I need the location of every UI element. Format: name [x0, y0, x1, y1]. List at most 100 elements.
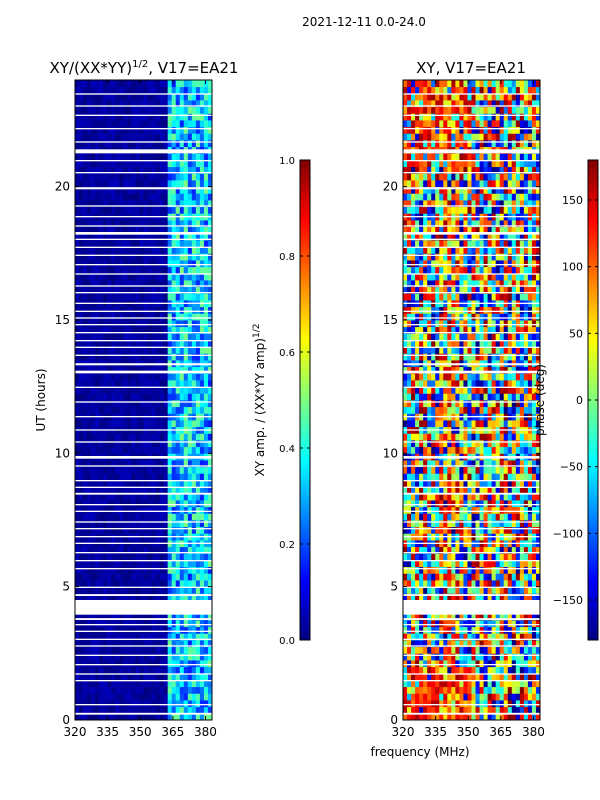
heatmap-cell: [191, 353, 197, 361]
heatmap-cell: [487, 586, 493, 594]
heatmap-cell: [187, 480, 193, 488]
heatmap-cell: [103, 446, 108, 454]
heatmap-cell: [531, 560, 537, 568]
heatmap-cell: [479, 626, 484, 634]
heatmap-cell: [179, 293, 185, 301]
heatmap-cell: [155, 386, 161, 394]
heatmap-cell: [183, 480, 189, 488]
heatmap-cell: [115, 666, 120, 674]
heatmap-cell: [171, 520, 177, 528]
heatmap-cell: [527, 666, 533, 674]
heatmap-cell: [123, 253, 128, 261]
heatmap-cell: [171, 626, 177, 634]
heatmap-cell: [451, 420, 456, 428]
heatmap-cell: [79, 180, 84, 188]
heatmap-cell: [419, 433, 424, 441]
heatmap-cell: [167, 480, 173, 488]
heatmap-cell: [99, 433, 104, 441]
heatmap-cell: [91, 640, 96, 648]
heatmap-cell: [167, 306, 173, 314]
heatmap-cell: [471, 700, 476, 708]
heatmap-cell: [431, 586, 436, 594]
heatmap-cell: [419, 500, 424, 508]
heatmap-cell: [151, 706, 156, 714]
heatmap-cell: [179, 713, 185, 721]
heatmap-cell: [175, 480, 181, 488]
heatmap-cell: [183, 326, 189, 334]
heatmap-cell: [111, 226, 116, 234]
heatmap-cell: [195, 333, 201, 341]
heatmap-cell: [171, 633, 177, 641]
heatmap-cell: [515, 526, 521, 534]
heatmap-cell: [511, 613, 517, 621]
heatmap-cell: [183, 653, 189, 661]
heatmap-cell: [463, 506, 468, 514]
heatmap-cell: [515, 480, 521, 488]
heatmap-cell: [127, 700, 132, 708]
data-gap: [75, 246, 212, 248]
heatmap-cell: [499, 506, 505, 514]
heatmap-cell: [187, 200, 193, 208]
heatmap-cell: [407, 673, 412, 681]
heatmap-cell: [147, 660, 152, 668]
heatmap-cell: [203, 693, 209, 701]
heatmap-cell: [203, 173, 209, 181]
heatmap-cell: [155, 580, 161, 588]
heatmap-cell: [155, 233, 161, 241]
heatmap-cell: [495, 513, 501, 521]
heatmap-cell: [495, 586, 501, 594]
heatmap-cell: [99, 246, 104, 254]
heatmap-cell: [127, 140, 132, 148]
heatmap-cell: [495, 713, 501, 721]
heatmap-cell: [431, 693, 436, 701]
heatmap-cell: [143, 433, 148, 441]
heatmap-cell: [75, 366, 80, 374]
heatmap-cell: [503, 466, 509, 474]
heatmap-cell: [119, 646, 124, 654]
heatmap-cell: [415, 513, 420, 521]
heatmap-cell: [179, 173, 185, 181]
heatmap-cell: [107, 420, 112, 428]
heatmap-cell: [403, 680, 408, 688]
heatmap-cell: [431, 420, 436, 428]
heatmap-cell: [471, 500, 476, 508]
heatmap-cell: [175, 160, 181, 168]
heatmap-cell: [155, 340, 161, 348]
heatmap-cell: [411, 513, 416, 521]
heatmap-cell: [439, 480, 444, 488]
heatmap-cell: [155, 546, 161, 554]
heatmap-cell: [531, 713, 537, 721]
heatmap-cell: [155, 473, 161, 481]
heatmap-cell: [415, 553, 420, 561]
heatmap-cell: [503, 420, 509, 428]
heatmap-cell: [499, 573, 505, 581]
heatmap-cell: [103, 693, 108, 701]
heatmap-cell: [151, 233, 156, 241]
heatmap-cell: [111, 433, 116, 441]
heatmap-cell: [147, 560, 152, 568]
heatmap-cell: [147, 273, 152, 281]
heatmap-cell: [171, 326, 177, 334]
heatmap-cell: [431, 680, 436, 688]
heatmap-cell: [123, 593, 128, 601]
heatmap-cell: [115, 280, 120, 288]
heatmap-cell: [75, 160, 80, 168]
heatmap-cell: [487, 420, 493, 428]
heatmap-cell: [115, 486, 120, 494]
heatmap-cell: [175, 526, 181, 534]
heatmap-cell: [107, 113, 112, 121]
heatmap-cell: [467, 553, 472, 561]
heatmap-cell: [519, 680, 525, 688]
heatmap-cell: [503, 500, 509, 508]
heatmap-cell: [79, 506, 84, 514]
data-gap: [75, 324, 212, 326]
heatmap-cell: [175, 200, 181, 208]
heatmap-cell: [95, 446, 100, 454]
heatmap-cell: [475, 593, 480, 601]
heatmap-cell: [139, 286, 144, 294]
heatmap-cell: [163, 613, 169, 621]
heatmap-cell: [523, 620, 529, 628]
heatmap-cell: [135, 566, 140, 574]
heatmap-cell: [483, 706, 489, 714]
heatmap-cell: [179, 286, 185, 294]
